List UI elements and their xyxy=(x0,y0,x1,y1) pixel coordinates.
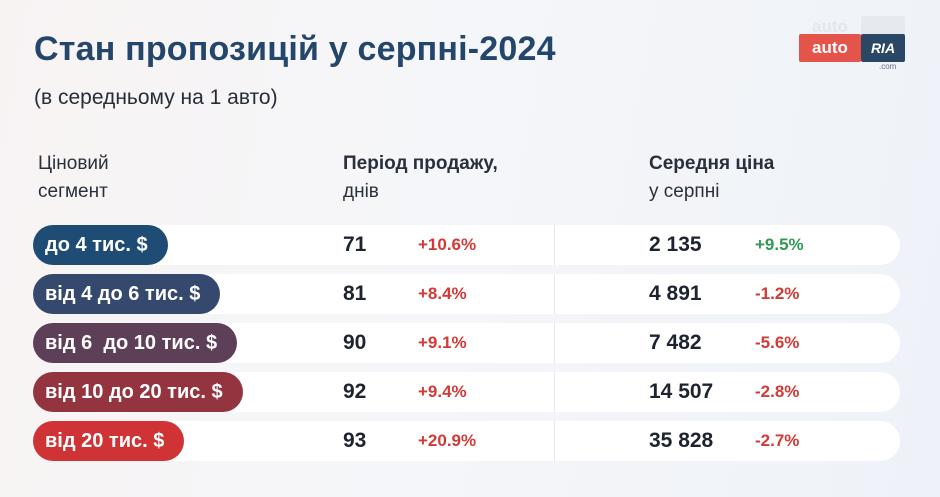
page-subtitle: (в середньому на 1 авто) xyxy=(34,86,278,109)
logo-auto-ghost: auto xyxy=(812,17,848,36)
segments-table: до 4 тис. $ 71 +10.6% 2 135 +9.5% від 4 … xyxy=(33,225,900,470)
auto-ria-logo: auto auto RIA .com xyxy=(797,14,905,71)
days-value: 81 xyxy=(343,282,367,305)
logo-auto-text: auto xyxy=(799,34,861,62)
header-days: Період продажу, днів xyxy=(343,150,498,206)
header-price: Середня ціна у серпні xyxy=(649,150,774,206)
header-price-line1: Середня ціна xyxy=(649,153,775,174)
header-price-line2: у серпні xyxy=(649,181,720,202)
table-row: від 10 до 20 тис. $ 92 +9.4% 14 507 -2.8… xyxy=(33,372,900,412)
table-row: від 6 до 10 тис. $ 90 +9.1% 7 482 -5.6% xyxy=(33,323,900,363)
price-value: 14 507 xyxy=(649,380,714,403)
column-divider xyxy=(554,372,555,412)
segment-pill: до 4 тис. $ xyxy=(33,225,168,265)
header-days-line2: днів xyxy=(343,181,379,202)
column-divider xyxy=(554,225,555,265)
days-change: +8.4% xyxy=(418,284,467,303)
days-value: 93 xyxy=(343,429,367,452)
days-value: 90 xyxy=(343,331,367,354)
days-value: 71 xyxy=(343,233,367,256)
days-change: +9.1% xyxy=(418,333,467,352)
price-change: -1.2% xyxy=(755,284,800,303)
segment-pill: від 10 до 20 тис. $ xyxy=(33,372,243,412)
price-value: 2 135 xyxy=(649,233,702,256)
price-change: +9.5% xyxy=(755,235,804,254)
price-change: -5.6% xyxy=(755,333,800,352)
segment-pill: від 20 тис. $ xyxy=(33,421,185,461)
column-divider xyxy=(554,323,555,363)
column-divider xyxy=(554,421,555,461)
days-change: +10.6% xyxy=(418,235,477,254)
segment-pill: від 4 до 6 тис. $ xyxy=(33,274,221,314)
table-row: від 4 до 6 тис. $ 81 +8.4% 4 891 -1.2% xyxy=(33,274,900,314)
page-title: Стан пропозицій у серпні-2024 xyxy=(34,30,556,68)
table-row: до 4 тис. $ 71 +10.6% 2 135 +9.5% xyxy=(33,225,900,265)
logo-ria-text: RIA xyxy=(861,34,905,62)
segment-pill: від 6 до 10 тис. $ xyxy=(33,323,238,363)
header-days-line1: Період продажу, xyxy=(343,153,498,174)
price-value: 35 828 xyxy=(649,429,714,452)
header-segment-line1: Ціновий xyxy=(38,153,109,174)
header-segment: Ціновий сегмент xyxy=(38,150,109,206)
header-segment-line2: сегмент xyxy=(38,181,108,202)
price-change: -2.7% xyxy=(755,431,800,450)
days-change: +9.4% xyxy=(418,382,467,401)
price-value: 7 482 xyxy=(649,331,702,354)
days-value: 92 xyxy=(343,380,367,403)
days-change: +20.9% xyxy=(418,431,477,450)
price-value: 4 891 xyxy=(649,282,702,305)
logo-com-text: .com xyxy=(879,62,897,71)
table-row: від 20 тис. $ 93 +20.9% 35 828 -2.7% xyxy=(33,421,900,461)
column-divider xyxy=(554,274,555,314)
logo-ria-box xyxy=(861,16,905,36)
price-change: -2.8% xyxy=(755,382,800,401)
